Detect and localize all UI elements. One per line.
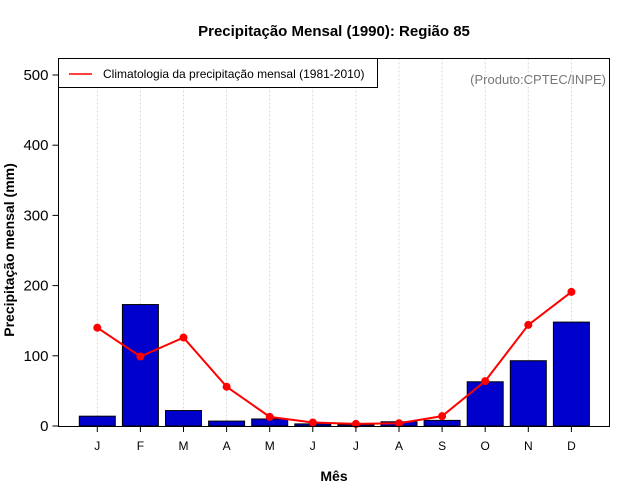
y-tick-label: 200 [23,278,48,295]
x-tick-label: A [223,439,231,453]
bar-8 [423,419,461,427]
climatology-point-4 [265,412,274,421]
x-tick-label: F [137,439,144,453]
x-tick-label: J [310,439,316,453]
x-tick-label: M [265,439,275,453]
climatology-point-6 [351,419,360,428]
x-axis-label: Mês [320,468,347,484]
climatology-point-0 [93,323,102,332]
climatology-point-9 [481,377,490,386]
grid [96,58,572,426]
climatology-point-3 [222,382,231,391]
climatology-point-8 [438,412,447,421]
credit-annotation: (Produto:CPTEC/INPE) [470,72,606,87]
legend-entry-climatology: Climatologia da precipitação mensal (198… [103,67,364,81]
bar-2 [165,410,202,427]
climatology-point-5 [308,418,317,427]
x-tick-label: J [94,439,100,453]
bar-10 [509,360,547,427]
climatology-point-11 [567,287,576,296]
y-tick-label: 100 [23,348,48,365]
y-axis: 0 100 200 300 400 500 [23,67,59,435]
y-tick-label: 400 [23,137,48,154]
x-tick-label: D [567,439,576,453]
y-tick-label: 300 [23,207,48,224]
chart-title: Precipitação Mensal (1990): Região 85 [198,23,470,40]
climatology-point-1 [136,352,145,361]
x-tick-label: J [353,439,359,453]
climatology-line [93,287,576,428]
x-tick-label: S [438,439,446,453]
x-tick-label: O [481,439,490,453]
bar-9 [466,381,504,427]
y-axis-label: Precipitação mensal (mm) [1,163,17,337]
legend-box [58,58,378,88]
bar-3 [208,420,246,427]
climatology-polyline [96,291,573,425]
bar-1 [121,304,159,427]
y-tick-label: 500 [23,67,48,84]
climatology-point-7 [395,419,403,428]
climatology-point-2 [179,333,188,342]
x-tick-label: M [179,439,189,453]
x-tick-label: N [524,439,533,453]
legend: Climatologia da precipitação mensal (198… [58,58,378,88]
y-tick-label: 0 [40,418,48,435]
climatology-point-10 [524,320,533,329]
x-tick-label: A [395,439,403,453]
bar-11 [552,321,590,427]
bar-0 [78,415,116,427]
